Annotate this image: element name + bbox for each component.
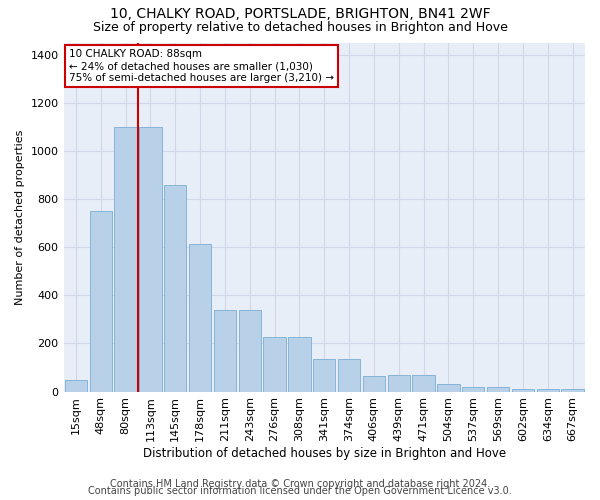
Bar	[89, 211, 112, 392]
Bar	[512, 389, 534, 392]
Bar	[363, 376, 385, 392]
Bar	[214, 310, 236, 392]
Bar	[313, 359, 335, 392]
Y-axis label: Number of detached properties: Number of detached properties	[15, 130, 25, 304]
Bar	[263, 338, 286, 392]
Bar	[562, 389, 584, 392]
Bar	[536, 389, 559, 392]
X-axis label: Distribution of detached houses by size in Brighton and Hove: Distribution of detached houses by size …	[143, 447, 506, 460]
Bar	[239, 310, 261, 392]
Bar	[437, 384, 460, 392]
Text: 10 CHALKY ROAD: 88sqm
← 24% of detached houses are smaller (1,030)
75% of semi-d: 10 CHALKY ROAD: 88sqm ← 24% of detached …	[69, 50, 334, 82]
Bar	[288, 338, 311, 392]
Bar	[164, 184, 187, 392]
Bar	[487, 387, 509, 392]
Bar	[388, 374, 410, 392]
Text: 10, CHALKY ROAD, PORTSLADE, BRIGHTON, BN41 2WF: 10, CHALKY ROAD, PORTSLADE, BRIGHTON, BN…	[110, 8, 490, 22]
Bar	[189, 244, 211, 392]
Text: Contains public sector information licensed under the Open Government Licence v3: Contains public sector information licen…	[88, 486, 512, 496]
Bar	[139, 127, 161, 392]
Text: Contains HM Land Registry data © Crown copyright and database right 2024.: Contains HM Land Registry data © Crown c…	[110, 479, 490, 489]
Bar	[115, 127, 137, 392]
Bar	[412, 374, 435, 392]
Bar	[338, 359, 360, 392]
Bar	[65, 380, 87, 392]
Text: Size of property relative to detached houses in Brighton and Hove: Size of property relative to detached ho…	[92, 21, 508, 34]
Bar	[462, 387, 484, 392]
